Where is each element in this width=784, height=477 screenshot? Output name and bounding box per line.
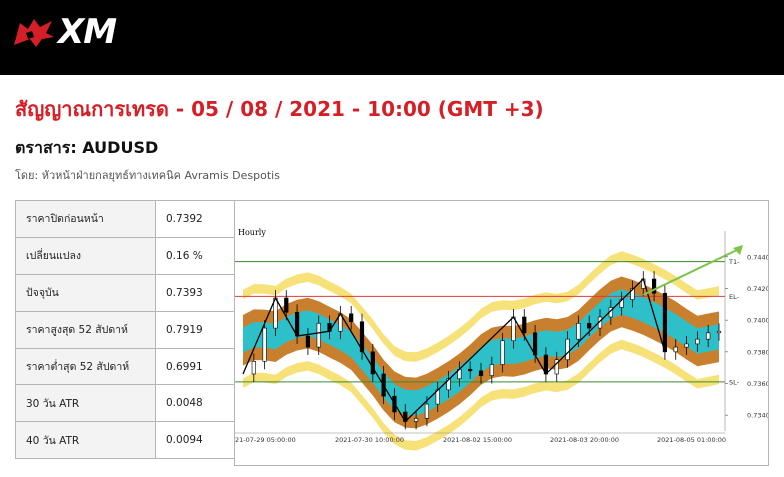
candle-body [554, 359, 559, 375]
y-tick-label: 0.7340 [747, 412, 769, 420]
level-label-el: EL- [729, 293, 740, 301]
projection-arrowhead [733, 245, 743, 255]
stats-row: ราคาสูงสุด 52 สัปดาห์ 0.7919 [15, 310, 235, 349]
stats-row: 30 วัน ATR 0.0048 [15, 384, 235, 423]
candle-body [446, 378, 451, 391]
candle-body [478, 370, 484, 376]
stat-label: ราคาสูงสุด 52 สัปดาห์ [15, 310, 156, 349]
stats-table: ราคาปิดก่อนหน้า 0.7392 เปลี่ยนแปลง 0.16 % ปั… [15, 200, 235, 460]
candle-body [316, 323, 321, 348]
stats-row: ราคาต่ำสุด 52 สัปดาห์ 0.6991 [15, 347, 235, 386]
logo-text: XM [58, 12, 117, 52]
xm-logo[interactable]: XM [12, 12, 117, 52]
level-label-sl: SL- [729, 378, 740, 386]
stat-value: 0.0048 [155, 384, 235, 423]
stat-label: 40 วัน ATR [15, 421, 156, 460]
y-tick-label: 0.7380 [747, 348, 769, 356]
candle-body [349, 313, 354, 323]
x-tick-label: 2021-08-02 15:00:00 [443, 436, 512, 444]
y-tick-label: 0.7440 [747, 253, 769, 261]
site-header: XM [0, 0, 784, 75]
x-tick-label: 2021-07-30 10:00:00 [335, 436, 404, 444]
candle-body [511, 316, 516, 342]
stat-value: 0.7393 [155, 273, 235, 312]
candle-body [359, 321, 365, 353]
y-tick-label: 0.7400 [747, 317, 769, 325]
candle-body [587, 323, 592, 329]
stats-row: ปัจจุบัน 0.7393 [15, 273, 235, 312]
y-tick-label: 0.7360 [747, 380, 769, 388]
timeframe-label: Hourly [238, 228, 266, 237]
zigzag-line [242, 277, 666, 423]
instrument-heading: ตราสาร: AUDUSD [15, 138, 159, 157]
candle-body [413, 418, 419, 422]
candle-body [522, 316, 527, 334]
stat-label: ราคาปิดก่อนหน้า [15, 200, 156, 238]
page-title: สัญญาณการเทรด - 05 / 08 / 2021 - 10:00 (… [15, 97, 544, 121]
stat-value: 0.7919 [155, 310, 235, 349]
candle-body [673, 346, 678, 353]
candle-body [370, 351, 375, 375]
candle-body [576, 323, 581, 340]
stat-label: ราคาต่ำสุด 52 สัปดาห์ [15, 347, 156, 386]
stat-label: 30 วัน ATR [15, 384, 156, 423]
candle-body [662, 292, 668, 353]
stat-label: ปัจจุบัน [15, 273, 156, 312]
candle-body [489, 364, 494, 376]
candle-body [706, 332, 711, 340]
candle-body [468, 368, 473, 372]
candle-body [294, 311, 300, 337]
x-tick-label: 2021-08-03 20:00:00 [550, 436, 619, 444]
stat-value: 0.6991 [155, 347, 235, 386]
stats-row: ราคาปิดก่อนหน้า 0.7392 [15, 200, 235, 238]
stats-row: เปลี่ยนแปลง 0.16 % [15, 236, 235, 275]
candle-body [251, 361, 256, 375]
candle-body [630, 288, 635, 300]
candle-body [695, 338, 700, 345]
candle-body [305, 335, 311, 348]
bull-icon [14, 19, 54, 47]
stat-value: 0.7392 [155, 200, 235, 238]
stats-row: 40 วัน ATR 0.0094 [15, 421, 235, 460]
candle-body [565, 338, 570, 361]
chart-svg: T1- EL- SL- 0.7440 0.7420 0.7400 0.7380 0.7360 0… [235, 228, 769, 451]
candle-body [424, 403, 430, 419]
author-byline: โดย: หัวหน้าฝ่ายกลยุทธ์ทางเทคนิค Avramis… [15, 169, 280, 182]
candle-body [651, 278, 657, 294]
stat-value: 0.0094 [155, 421, 235, 460]
candle-body [500, 340, 505, 365]
y-tick-label: 0.7420 [747, 285, 769, 293]
stat-label: เปลี่ยนแปลง [15, 236, 156, 275]
candle-body [716, 330, 722, 334]
projection-arrow [642, 248, 740, 296]
x-tick-label: 21-07-29 05:00:00 [235, 436, 296, 444]
level-label-t1: T1- [728, 258, 740, 266]
x-tick-label: 2021-08-05 01:00:00 [657, 436, 726, 444]
stat-value: 0.16 % [155, 236, 235, 275]
candle-body [262, 327, 267, 362]
candle-body [684, 343, 689, 348]
candle-body [284, 297, 289, 313]
price-chart: T1- EL- SL- 0.7440 0.7420 0.7400 0.7380 0.7360 0… [234, 200, 769, 466]
